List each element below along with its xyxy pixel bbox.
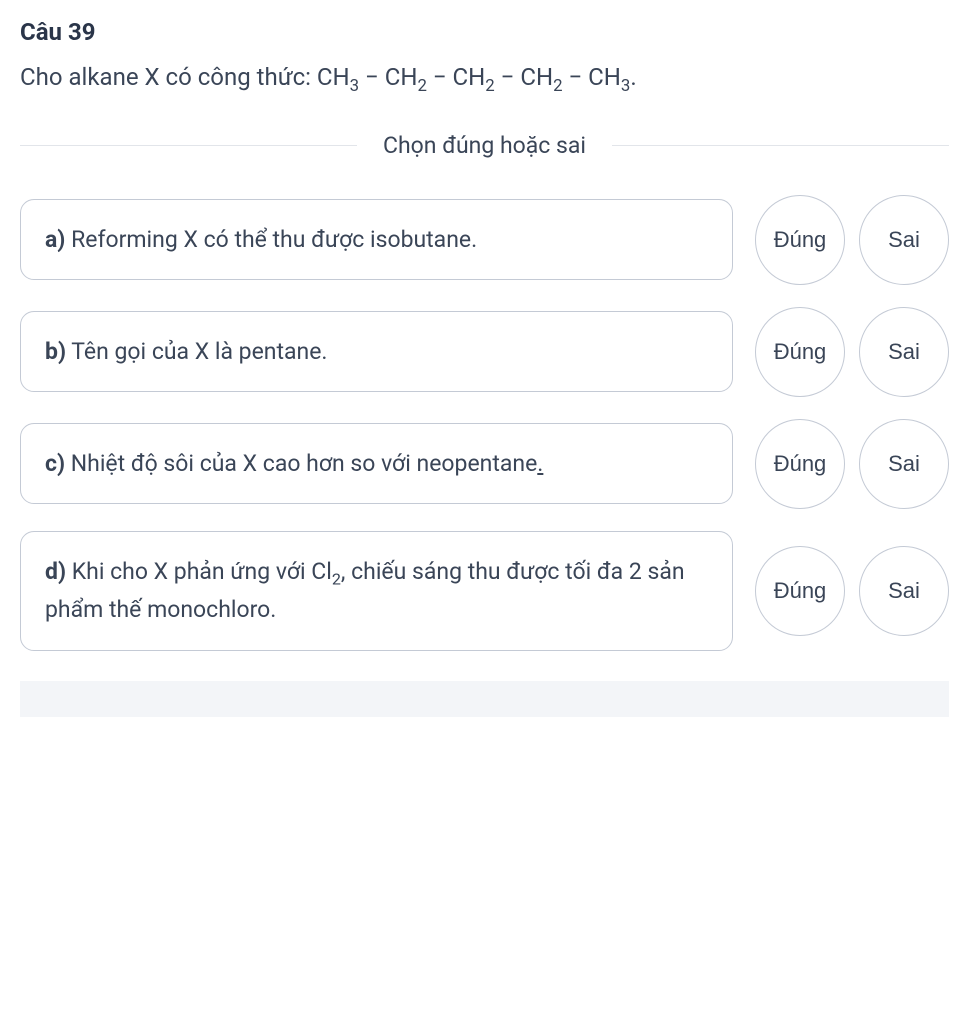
instruction-divider: Chọn đúng hoặc sai <box>20 132 949 159</box>
option-d-false-button[interactable]: Sai <box>859 546 949 636</box>
option-c-false-button[interactable]: Sai <box>859 419 949 509</box>
option-c-box: c) Nhiệt độ sôi của X cao hơn so với neo… <box>20 423 733 505</box>
option-c-text-before: Nhiệt độ sôi của X cao hơn so với neopen… <box>65 450 537 477</box>
formula: CH3 − CH2 − CH2 − CH2 − CH3. <box>317 63 637 91</box>
option-d-box: d) Khi cho X phản ứng với Cl2, chiếu sán… <box>20 531 733 651</box>
option-a-text: Reforming X có thể thu được isobutane. <box>65 226 477 253</box>
option-d-label: d) <box>45 558 66 585</box>
option-d-text-before: Khi cho X phản ứng với Cl <box>66 558 332 585</box>
option-d-true-button[interactable]: Đúng <box>755 546 845 636</box>
prompt-text: Cho alkane X có công thức: <box>20 63 317 91</box>
option-b-label: b) <box>45 338 66 365</box>
option-c-label: c) <box>45 450 65 477</box>
question-number: Câu 39 <box>20 18 949 46</box>
option-a-false-button[interactable]: Sai <box>859 195 949 285</box>
option-row-c: c) Nhiệt độ sôi của X cao hơn so với neo… <box>20 419 949 509</box>
option-d-buttons: Đúng Sai <box>755 546 949 636</box>
question-prompt: Cho alkane X có công thức: CH3 − CH2 − C… <box>20 58 949 100</box>
divider-line-left <box>20 145 357 146</box>
option-b-buttons: Đúng Sai <box>755 307 949 397</box>
divider-line-right <box>612 145 949 146</box>
option-a-true-button[interactable]: Đúng <box>755 195 845 285</box>
option-a-buttons: Đúng Sai <box>755 195 949 285</box>
option-b-text: Tên gọi của X là pentane. <box>66 338 327 365</box>
instruction-text: Chọn đúng hoặc sai <box>357 132 612 159</box>
option-c-underline: . <box>537 450 543 477</box>
option-row-a: a) Reforming X có thể thu được isobutane… <box>20 195 949 285</box>
option-d-sub: 2 <box>332 569 341 588</box>
option-row-b: b) Tên gọi của X là pentane. Đúng Sai <box>20 307 949 397</box>
options-list: a) Reforming X có thể thu được isobutane… <box>20 195 949 651</box>
option-b-false-button[interactable]: Sai <box>859 307 949 397</box>
option-c-true-button[interactable]: Đúng <box>755 419 845 509</box>
option-a-label: a) <box>45 226 65 253</box>
footer-space <box>20 681 949 717</box>
option-b-true-button[interactable]: Đúng <box>755 307 845 397</box>
option-b-box: b) Tên gọi của X là pentane. <box>20 311 733 393</box>
option-c-buttons: Đúng Sai <box>755 419 949 509</box>
option-a-box: a) Reforming X có thể thu được isobutane… <box>20 199 733 281</box>
option-row-d: d) Khi cho X phản ứng với Cl2, chiếu sán… <box>20 531 949 651</box>
